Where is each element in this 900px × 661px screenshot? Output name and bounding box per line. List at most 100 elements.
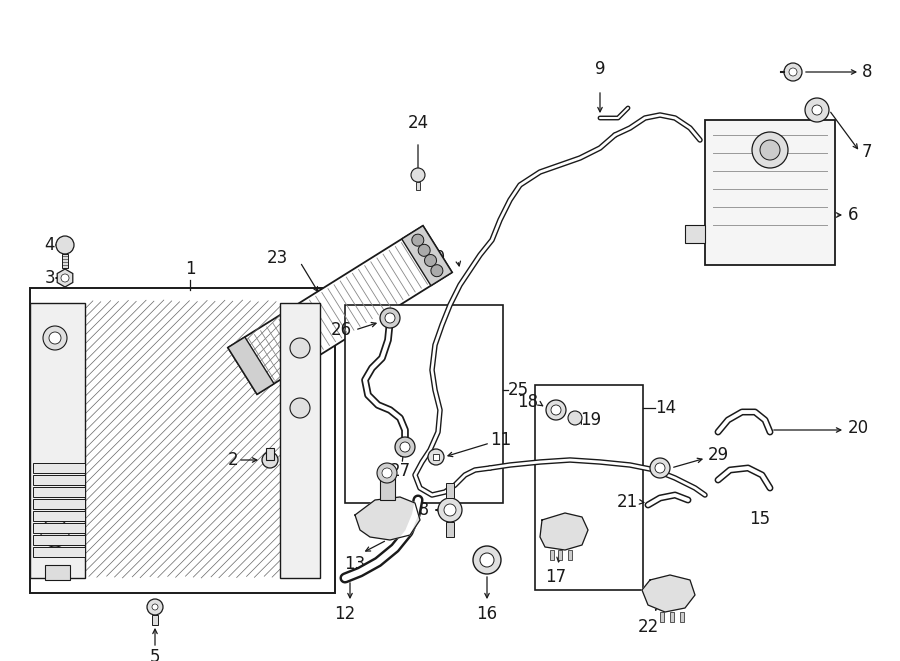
Text: 22: 22 xyxy=(637,618,659,636)
Text: 3: 3 xyxy=(44,269,55,287)
Circle shape xyxy=(385,313,395,323)
Circle shape xyxy=(382,468,392,478)
Circle shape xyxy=(152,604,158,610)
Bar xyxy=(62,254,68,268)
Circle shape xyxy=(56,236,74,254)
Text: 2: 2 xyxy=(228,451,238,469)
Circle shape xyxy=(425,254,436,266)
Circle shape xyxy=(473,546,501,574)
Circle shape xyxy=(546,400,566,420)
Text: 6: 6 xyxy=(848,206,859,224)
Text: 14: 14 xyxy=(655,399,676,417)
Text: 25: 25 xyxy=(508,381,529,399)
Bar xyxy=(446,483,454,498)
Bar xyxy=(660,612,664,622)
Bar xyxy=(33,511,85,521)
Circle shape xyxy=(551,405,561,415)
Bar xyxy=(30,288,335,593)
Bar xyxy=(446,522,454,537)
Bar xyxy=(152,615,158,625)
Text: 28: 28 xyxy=(409,501,430,519)
Circle shape xyxy=(784,63,802,81)
Circle shape xyxy=(418,245,430,256)
Bar xyxy=(433,454,439,460)
Circle shape xyxy=(650,458,670,478)
Text: 23: 23 xyxy=(266,249,288,267)
Text: 18: 18 xyxy=(517,393,538,411)
Circle shape xyxy=(438,498,462,522)
Bar xyxy=(228,337,274,394)
Circle shape xyxy=(49,332,61,344)
Circle shape xyxy=(568,411,582,425)
Bar xyxy=(266,448,274,460)
Circle shape xyxy=(760,140,780,160)
Circle shape xyxy=(428,449,444,465)
Text: 1: 1 xyxy=(184,260,195,278)
Bar xyxy=(228,226,452,394)
Text: 10: 10 xyxy=(424,249,445,267)
Bar xyxy=(33,487,85,497)
Bar xyxy=(33,475,85,485)
Text: 11: 11 xyxy=(490,431,511,449)
Bar xyxy=(680,612,684,622)
Circle shape xyxy=(805,98,829,122)
Circle shape xyxy=(480,553,494,567)
Circle shape xyxy=(61,274,69,282)
Bar xyxy=(558,550,562,560)
Circle shape xyxy=(655,463,665,473)
Text: 19: 19 xyxy=(580,411,601,429)
Text: 8: 8 xyxy=(862,63,872,81)
Text: 15: 15 xyxy=(750,510,770,528)
Circle shape xyxy=(377,463,397,483)
Text: 16: 16 xyxy=(476,605,498,623)
Bar xyxy=(380,475,395,500)
Text: 13: 13 xyxy=(345,555,365,573)
Text: 4: 4 xyxy=(44,236,55,254)
Circle shape xyxy=(41,519,69,547)
Bar xyxy=(416,182,420,190)
Text: 29: 29 xyxy=(708,446,729,464)
Bar xyxy=(705,120,835,265)
Text: 27: 27 xyxy=(390,462,410,480)
Polygon shape xyxy=(355,497,420,540)
Bar xyxy=(33,499,85,509)
Circle shape xyxy=(147,599,163,615)
Bar xyxy=(670,612,674,622)
Text: 17: 17 xyxy=(545,568,567,586)
Text: 20: 20 xyxy=(848,419,869,437)
Bar xyxy=(568,550,572,560)
Bar xyxy=(33,523,85,533)
Circle shape xyxy=(395,437,415,457)
Bar xyxy=(685,225,705,243)
Circle shape xyxy=(789,68,797,76)
Text: 26: 26 xyxy=(331,321,352,339)
Circle shape xyxy=(444,504,456,516)
Circle shape xyxy=(752,132,788,168)
Circle shape xyxy=(290,338,310,358)
Bar xyxy=(401,226,452,286)
Circle shape xyxy=(262,452,278,468)
Text: 21: 21 xyxy=(616,493,638,511)
Circle shape xyxy=(812,105,822,115)
Circle shape xyxy=(290,398,310,418)
Text: 9: 9 xyxy=(595,60,605,78)
Circle shape xyxy=(43,326,67,350)
Bar xyxy=(280,303,320,578)
Text: 24: 24 xyxy=(408,114,428,132)
Circle shape xyxy=(380,308,400,328)
Circle shape xyxy=(411,168,425,182)
Bar xyxy=(345,305,503,503)
Bar xyxy=(30,303,85,578)
Circle shape xyxy=(431,264,443,277)
Text: 7: 7 xyxy=(862,143,872,161)
Bar xyxy=(33,535,85,545)
Polygon shape xyxy=(642,575,695,612)
Bar xyxy=(535,385,643,590)
Polygon shape xyxy=(540,513,588,550)
Bar xyxy=(45,565,70,580)
Bar xyxy=(550,550,554,560)
Bar xyxy=(33,547,85,557)
Circle shape xyxy=(412,234,424,246)
Bar xyxy=(33,463,85,473)
Text: 5: 5 xyxy=(149,648,160,661)
